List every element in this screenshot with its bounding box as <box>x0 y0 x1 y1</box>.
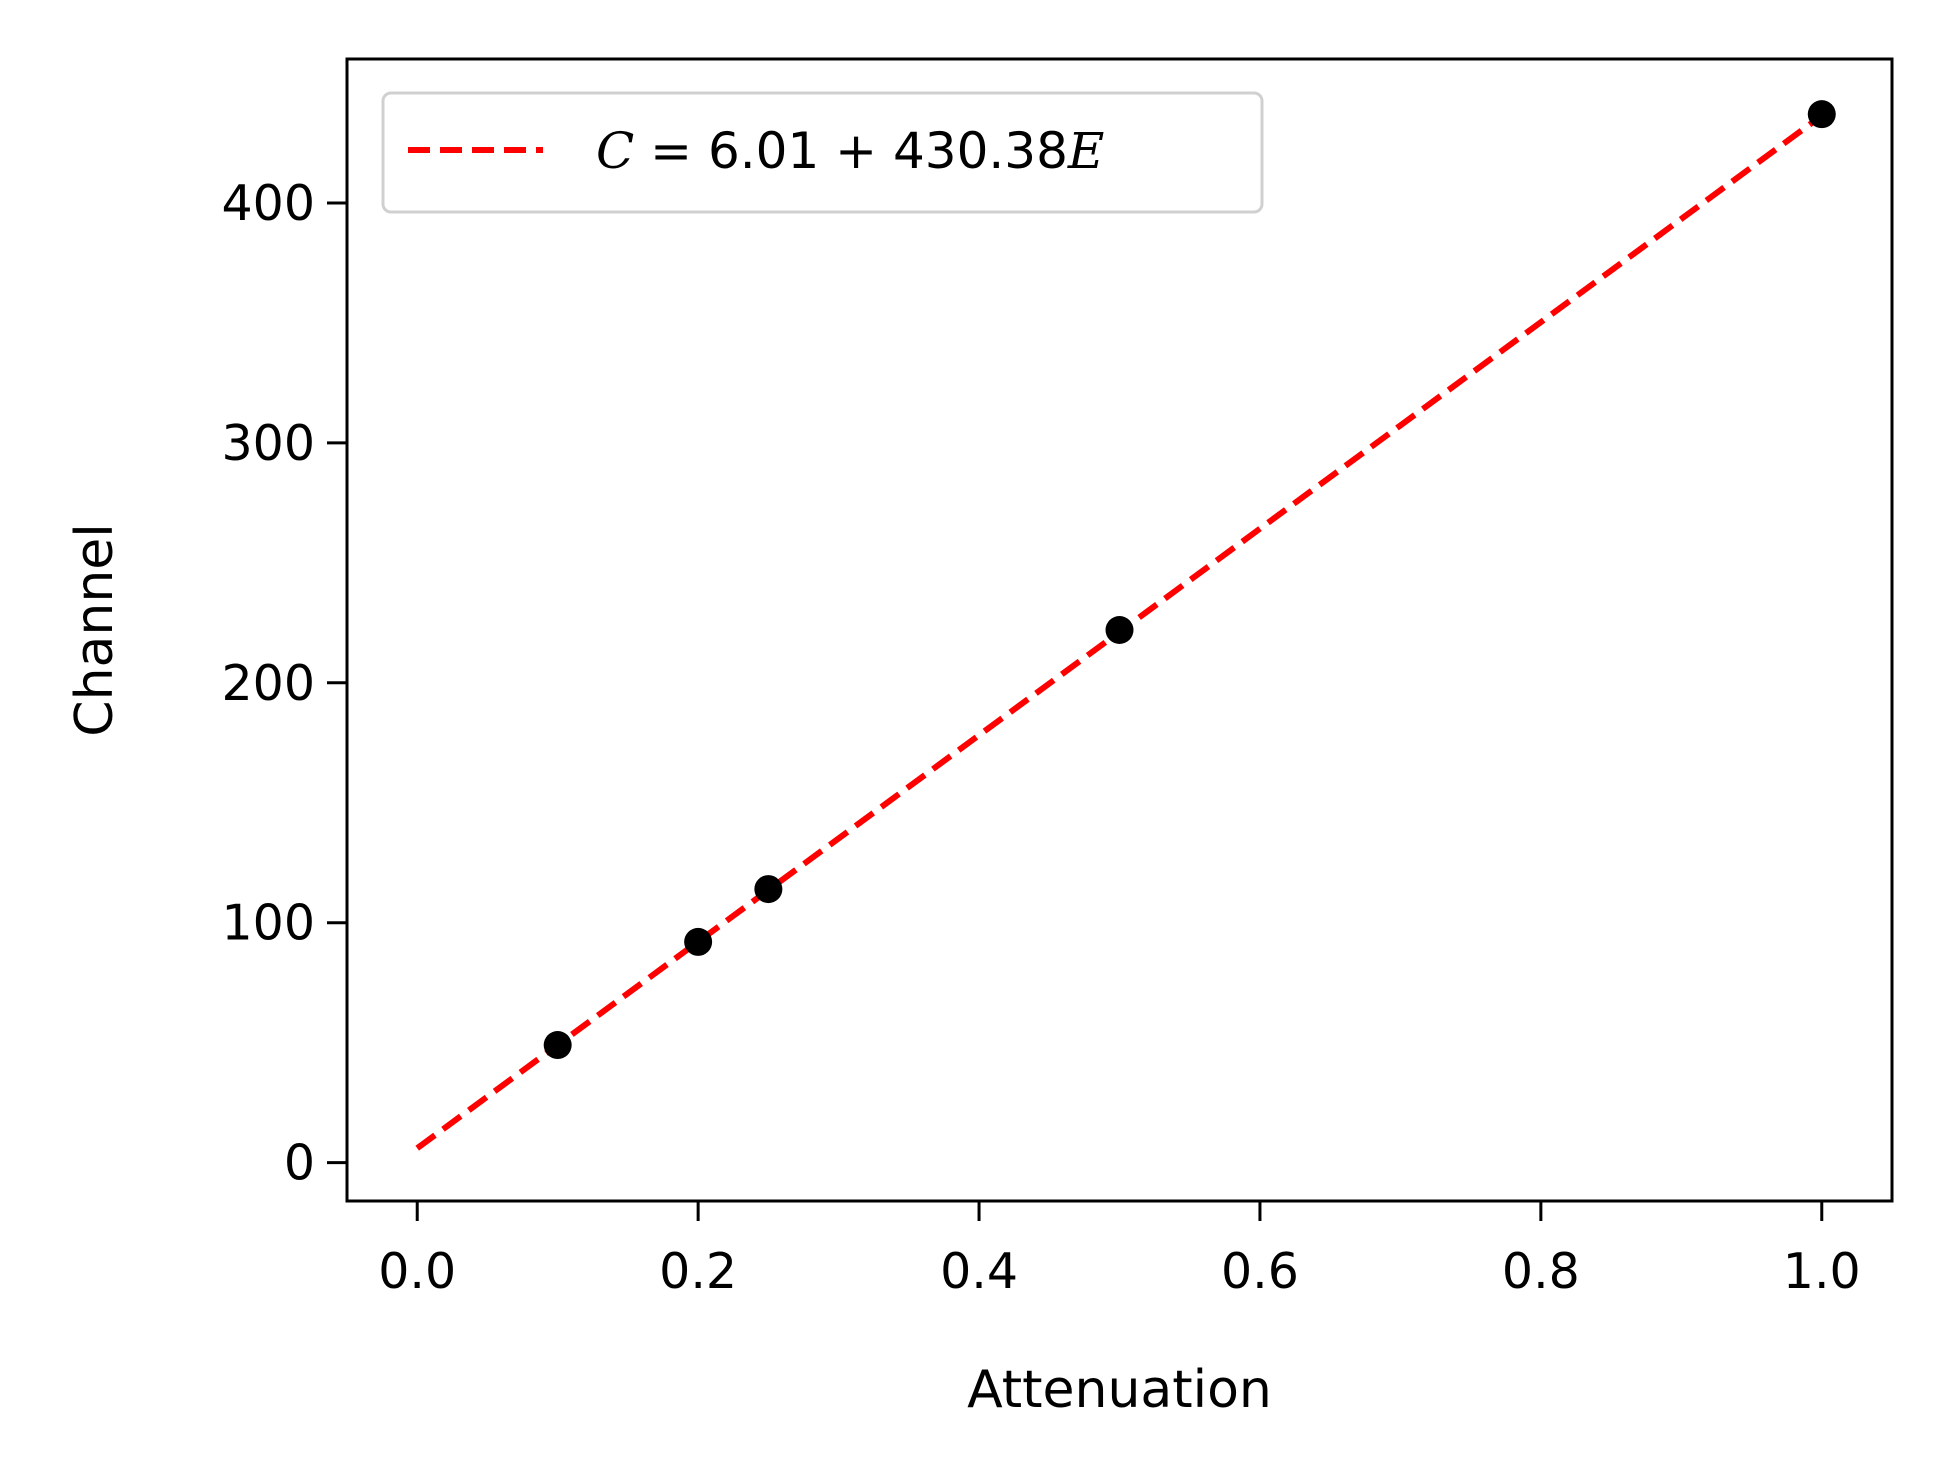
legend: C = 6.01 + 430.38E <box>381 91 1264 214</box>
legend-fit-label: C = 6.01 + 430.38E <box>596 122 1104 180</box>
x-axis-label: Attenuation <box>967 1360 1272 1420</box>
data-point <box>684 927 713 956</box>
plot-area-frame <box>345 57 1894 1203</box>
x-tick-label: 0.4 <box>940 1243 1018 1300</box>
y-tick-label: 400 <box>221 175 315 232</box>
data-point <box>754 875 783 904</box>
legend-intercept: 6.01 <box>708 122 819 180</box>
legend-var-symbol: E <box>1067 122 1105 180</box>
data-point <box>1807 100 1836 129</box>
x-tick-label: 1.0 <box>1783 1243 1861 1300</box>
legend-plus: + <box>819 122 893 180</box>
x-tick-label: 0.6 <box>1221 1243 1299 1300</box>
x-axis-ticks: 0.0 0.2 0.4 0.6 0.8 1.0 <box>378 1201 1861 1300</box>
x-tick-label: 0.2 <box>659 1243 737 1300</box>
legend-equals: = <box>634 122 708 180</box>
y-tick-label: 100 <box>221 895 315 952</box>
data-point <box>1105 616 1134 644</box>
legend-box <box>381 91 1264 214</box>
data-points-layer <box>543 100 1836 1060</box>
legend-slope: 430.38 <box>893 122 1068 180</box>
data-point <box>543 1031 572 1060</box>
y-tick-label: 300 <box>221 415 315 472</box>
x-tick-label: 0.0 <box>378 1243 456 1300</box>
y-tick-label: 200 <box>221 655 315 712</box>
x-tick-label: 0.8 <box>1502 1243 1580 1300</box>
y-axis-ticks: 0 100 200 300 400 <box>221 175 347 1192</box>
legend-lhs-symbol: C <box>596 122 634 180</box>
y-axis-label: Channel <box>65 523 125 736</box>
y-tick-label: 0 <box>284 1135 315 1192</box>
